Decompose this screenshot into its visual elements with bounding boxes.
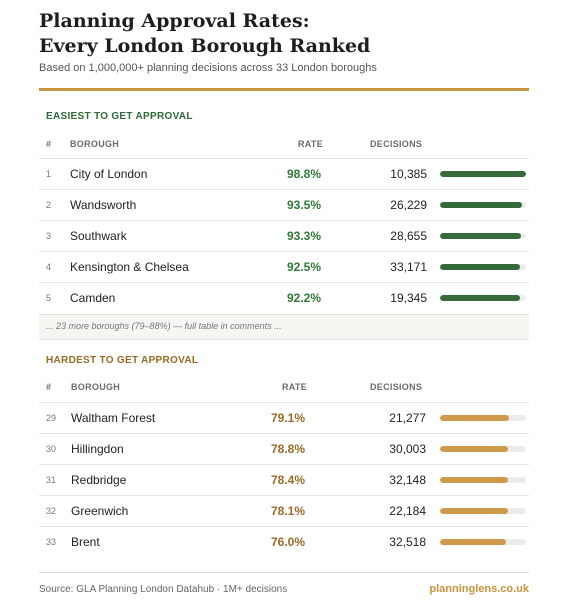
- page-subtitle: Based on 1,000,000+ planning decisions a…: [39, 62, 377, 74]
- table-row: 30 Hillingdon 78.8% 30,003: [39, 433, 529, 465]
- row-rank: 29: [46, 413, 57, 423]
- rate-bar-fill: [440, 202, 522, 208]
- row-rate: 78.1%: [271, 504, 306, 518]
- footer-divider: [39, 572, 529, 573]
- rate-bar-track: [440, 477, 526, 483]
- easiest-col-borough: BOROUGH: [70, 139, 120, 149]
- rate-bar-track: [440, 202, 526, 208]
- row-rank: 30: [46, 444, 57, 454]
- page-title-line2: Every London Borough Ranked: [39, 35, 371, 57]
- rate-bar-track: [440, 295, 526, 301]
- table-row: 1 City of London 98.8% 10,385: [39, 158, 529, 190]
- gold-divider: [39, 88, 529, 91]
- row-decisions: 28,655: [390, 229, 427, 243]
- hardest-section-title: HARDEST TO GET APPROVAL: [46, 355, 199, 366]
- rate-bar-track: [440, 446, 526, 452]
- table-row: 33 Brent 76.0% 32,518: [39, 526, 529, 558]
- hardest-col-rate: RATE: [282, 382, 308, 392]
- rate-bar-track: [440, 539, 526, 545]
- easiest-section-title: EASIEST TO GET APPROVAL: [46, 111, 193, 122]
- row-borough: Camden: [70, 291, 116, 305]
- row-rank: 31: [46, 475, 57, 485]
- row-rate: 76.0%: [271, 535, 306, 549]
- rate-bar-fill: [440, 477, 508, 483]
- row-rate: 79.1%: [271, 411, 306, 425]
- row-decisions: 32,518: [389, 535, 426, 549]
- rate-bar-fill: [440, 415, 509, 421]
- rate-bar-track: [440, 233, 526, 239]
- rate-bar-fill: [440, 233, 521, 239]
- table-row: 29 Waltham Forest 79.1% 21,277: [39, 402, 529, 434]
- table-row: 31 Redbridge 78.4% 32,148: [39, 464, 529, 496]
- hardest-col-borough: BOROUGH: [71, 382, 121, 392]
- rate-bar-fill: [440, 264, 520, 270]
- rate-bar-fill: [440, 508, 508, 514]
- row-rank: 4: [46, 262, 52, 272]
- row-decisions: 10,385: [390, 167, 427, 181]
- row-borough: Wandsworth: [70, 198, 137, 212]
- row-rank: 2: [46, 200, 52, 210]
- row-rate: 92.5%: [287, 260, 322, 274]
- row-rank: 33: [46, 537, 57, 547]
- rate-bar-fill: [440, 446, 508, 452]
- rate-bar-track: [440, 415, 526, 421]
- rate-bar-fill: [440, 171, 526, 177]
- row-rank: 1: [46, 169, 52, 179]
- table-row: 2 Wandsworth 93.5% 26,229: [39, 189, 529, 221]
- table-row: 32 Greenwich 78.1% 22,184: [39, 495, 529, 527]
- row-borough: Greenwich: [71, 504, 129, 518]
- easiest-col-decisions: DECISIONS: [370, 139, 423, 149]
- row-decisions: 19,345: [390, 291, 427, 305]
- table-row: 5 Camden 92.2% 19,345: [39, 282, 529, 314]
- row-rate: 93.3%: [287, 229, 322, 243]
- row-rate: 93.5%: [287, 198, 322, 212]
- row-borough: Redbridge: [71, 473, 127, 487]
- rate-bar-track: [440, 508, 526, 514]
- row-rate: 78.8%: [271, 442, 306, 456]
- easiest-col-rate: RATE: [298, 139, 324, 149]
- row-decisions: 30,003: [389, 442, 426, 456]
- row-borough: Hillingdon: [71, 442, 124, 456]
- page-title: Planning Approval Rates: Every London Bo…: [39, 9, 539, 59]
- row-decisions: 32,148: [389, 473, 426, 487]
- rate-bar-track: [440, 171, 526, 177]
- row-decisions: 22,184: [389, 504, 426, 518]
- rate-bar-track: [440, 264, 526, 270]
- row-borough: City of London: [70, 167, 148, 181]
- row-rate: 78.4%: [271, 473, 306, 487]
- rate-bar-fill: [440, 539, 507, 545]
- row-rate: 98.8%: [287, 167, 322, 181]
- more-boroughs-note: ... 23 more boroughs (79–88%) — full tab…: [39, 314, 529, 340]
- footer-source: Source: GLA Planning London Datahub · 1M…: [39, 584, 288, 595]
- easiest-col-rank: #: [46, 139, 52, 149]
- more-boroughs-text: ... 23 more boroughs (79–88%) — full tab…: [46, 321, 282, 331]
- row-decisions: 33,171: [390, 260, 427, 274]
- row-borough: Southwark: [70, 229, 127, 243]
- table-row: 4 Kensington & Chelsea 92.5% 33,171: [39, 251, 529, 283]
- row-decisions: 21,277: [389, 411, 426, 425]
- row-rank: 3: [46, 231, 52, 241]
- rate-bar-fill: [440, 295, 520, 301]
- row-rate: 92.2%: [287, 291, 322, 305]
- row-borough: Brent: [71, 535, 100, 549]
- row-borough: Waltham Forest: [71, 411, 156, 425]
- row-decisions: 26,229: [390, 198, 427, 212]
- table-row: 3 Southwark 93.3% 28,655: [39, 220, 529, 252]
- hardest-col-decisions: DECISIONS: [370, 382, 423, 392]
- row-borough: Kensington & Chelsea: [70, 260, 189, 274]
- row-rank: 5: [46, 293, 52, 303]
- hardest-col-rank: #: [46, 382, 52, 392]
- footer-brand-link[interactable]: planninglens.co.uk: [429, 583, 529, 595]
- page-title-line1: Planning Approval Rates:: [39, 10, 310, 32]
- row-rank: 32: [46, 506, 57, 516]
